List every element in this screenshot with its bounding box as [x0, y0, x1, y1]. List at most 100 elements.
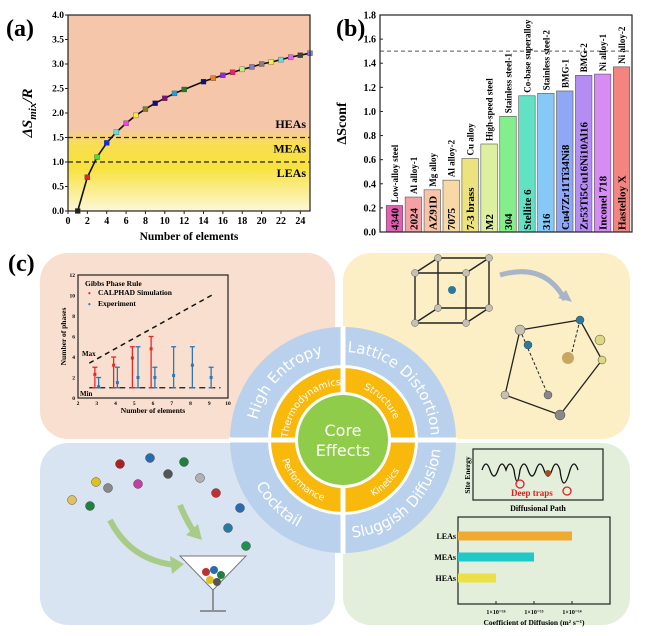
y-axis-label: ΔSconf	[335, 102, 350, 145]
distorted-edge	[519, 329, 549, 396]
y-tick-label: 6	[72, 335, 75, 341]
ball	[145, 453, 155, 463]
divider	[340, 486, 346, 554]
bar-316	[537, 93, 555, 233]
x-tick-label: 10	[160, 216, 170, 227]
atom-center	[562, 352, 574, 364]
ball	[103, 483, 113, 493]
panel-label-a: (a)	[6, 16, 34, 42]
mean-point	[190, 363, 194, 367]
ball	[67, 495, 77, 505]
atom	[485, 254, 493, 262]
bar-inner-label: 304	[503, 213, 515, 230]
ball	[133, 479, 143, 489]
mean-point	[209, 376, 213, 379]
divider	[389, 437, 457, 443]
ball	[217, 571, 225, 579]
mean-point	[112, 363, 116, 367]
x-tick-label: 4	[114, 401, 117, 407]
mean-point	[130, 356, 134, 360]
cube-edge	[414, 307, 439, 324]
data-point	[258, 61, 265, 67]
data-point	[113, 129, 120, 135]
bar-inner-label: 2024	[408, 208, 420, 231]
deep-traps-label: Deep traps	[511, 488, 553, 498]
y-tick-label: 0.6	[364, 155, 377, 166]
atom-center	[448, 286, 456, 294]
y-label-main: ΔS	[20, 120, 36, 139]
data-point	[142, 106, 149, 112]
x-tick-label: 4	[104, 216, 109, 227]
x-tick-label: 1×10⁻¹⁶	[486, 610, 505, 616]
data-point	[200, 78, 207, 85]
region-label-heas: HEAs	[275, 117, 306, 131]
ball	[223, 523, 233, 533]
arrow-icon	[499, 269, 568, 302]
y-tick-label: 2.5	[52, 85, 64, 95]
max-annotation: Max	[82, 350, 96, 358]
atom	[500, 390, 510, 400]
legend-entry: CALPHAD Simulation	[98, 288, 173, 297]
y-tick-label: 1.2	[364, 83, 377, 94]
x-axis-label: Coefficient of Diffusion (m² s⁻¹)	[484, 618, 585, 627]
ball	[235, 503, 245, 513]
mean-point	[115, 381, 119, 385]
y-tick-label: 0.5	[52, 183, 64, 193]
y-tick-label: 1.0	[52, 158, 64, 168]
ball	[202, 568, 210, 576]
data-point	[162, 95, 168, 101]
bar-inner-label: Stellite 6	[522, 189, 534, 230]
x-tick-label: 5	[133, 401, 136, 407]
atom	[575, 315, 585, 325]
data-point	[268, 59, 274, 65]
x-tick-label: 12	[179, 216, 189, 227]
atom	[411, 269, 419, 277]
x-tick-label: 24	[295, 216, 305, 227]
data-point	[210, 75, 216, 81]
ball	[213, 578, 221, 586]
bar-inner-label: Zr53Ti5Cu16Ni10Al16	[579, 122, 591, 230]
atom	[462, 269, 470, 277]
x-tick-label: 16	[218, 216, 228, 227]
diffusing-atom	[545, 470, 551, 476]
y-tick-label: 0.2	[364, 203, 377, 214]
bar-group-label: Ni alloy-2	[617, 26, 627, 64]
x-tick-label: 18	[237, 216, 247, 227]
bar-inner-label: Inconel 718	[598, 175, 610, 230]
panel-label-c: (c)	[8, 251, 35, 277]
x-tick-label: 0	[66, 216, 71, 227]
bar-group-label: Al alloy-1	[409, 156, 419, 194]
ball	[163, 469, 173, 479]
x-tick-label: 8	[189, 401, 192, 407]
bar-inner-label: Hastelloy X	[617, 175, 629, 230]
mean-point	[149, 347, 153, 351]
bar-group-label: Cu alloy	[466, 123, 476, 156]
x-tick-label: 10	[225, 401, 231, 407]
arrow-icon	[107, 518, 176, 568]
y-axis-label: ΔSmix/R	[20, 88, 39, 138]
y-tick-label: 0	[72, 396, 75, 402]
deep-trap-marker	[515, 479, 525, 489]
x-tick-label: 6	[124, 216, 129, 227]
y-tick-label: 2.0	[52, 109, 64, 119]
mean-point	[172, 373, 176, 377]
bar-inner-label: Cu47Zr11Ti34Ni8	[560, 144, 572, 230]
bar-leas	[458, 531, 572, 541]
site-energy-frame	[472, 448, 604, 501]
ball	[211, 488, 221, 498]
data-point	[229, 69, 236, 75]
y-tick-label: 0.0	[52, 207, 64, 217]
bar-group-label: Stainless steel-2	[541, 30, 551, 91]
legend-title: Gibbs Phase Rule	[85, 279, 142, 288]
y-tick-label: 1.4	[364, 59, 377, 70]
ball	[85, 501, 95, 511]
y-tick-label: 1.6	[364, 35, 377, 46]
atom	[411, 319, 419, 327]
bar-inner-label: 4340	[389, 208, 401, 231]
atom	[594, 334, 606, 346]
data-point	[181, 86, 187, 93]
data-point	[220, 72, 226, 78]
arrow-head-icon	[558, 290, 572, 302]
